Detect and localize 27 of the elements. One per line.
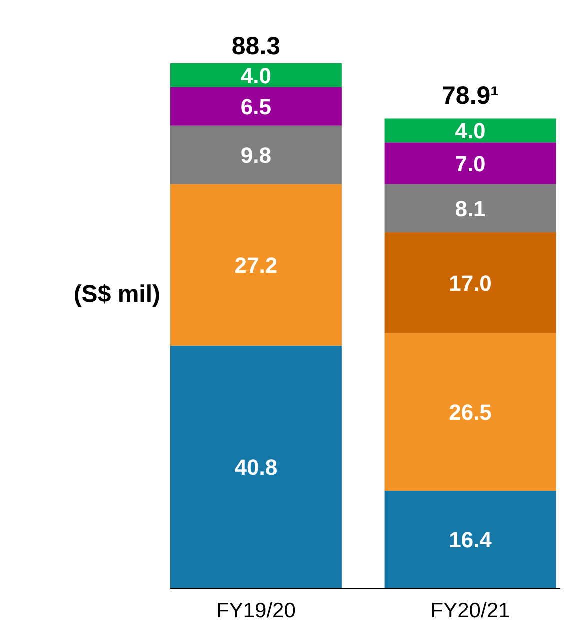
data-label: 16.4 bbox=[449, 528, 493, 553]
data-label: 8.1 bbox=[455, 196, 486, 222]
x-tick-label: FY19/20 bbox=[216, 600, 296, 622]
bar bbox=[384, 232, 556, 334]
data-label: 7.0 bbox=[455, 151, 486, 176]
bar bbox=[384, 118, 556, 143]
data-label: 4.0 bbox=[455, 118, 486, 144]
bar bbox=[170, 87, 342, 126]
bar bbox=[170, 64, 342, 88]
bar bbox=[170, 346, 342, 588]
x-tick-label: FY20/21 bbox=[430, 600, 510, 622]
bar bbox=[384, 184, 556, 232]
total-label: 78.9¹ bbox=[442, 82, 499, 110]
data-label: 17.0 bbox=[449, 270, 492, 296]
bar bbox=[170, 184, 342, 346]
data-label: 6.5 bbox=[240, 94, 272, 120]
bar bbox=[384, 333, 556, 491]
y-axis-title: (S$ mil) bbox=[74, 281, 161, 308]
bar bbox=[384, 142, 556, 184]
data-label: 9.8 bbox=[240, 143, 272, 168]
data-label: 40.8 bbox=[234, 455, 278, 480]
bar bbox=[384, 490, 556, 588]
data-label: 4.0 bbox=[240, 63, 272, 88]
data-label: 26.5 bbox=[449, 400, 492, 426]
bar bbox=[170, 126, 342, 184]
data-label: 27.2 bbox=[234, 253, 278, 278]
total-label: 88.3 bbox=[232, 32, 281, 61]
